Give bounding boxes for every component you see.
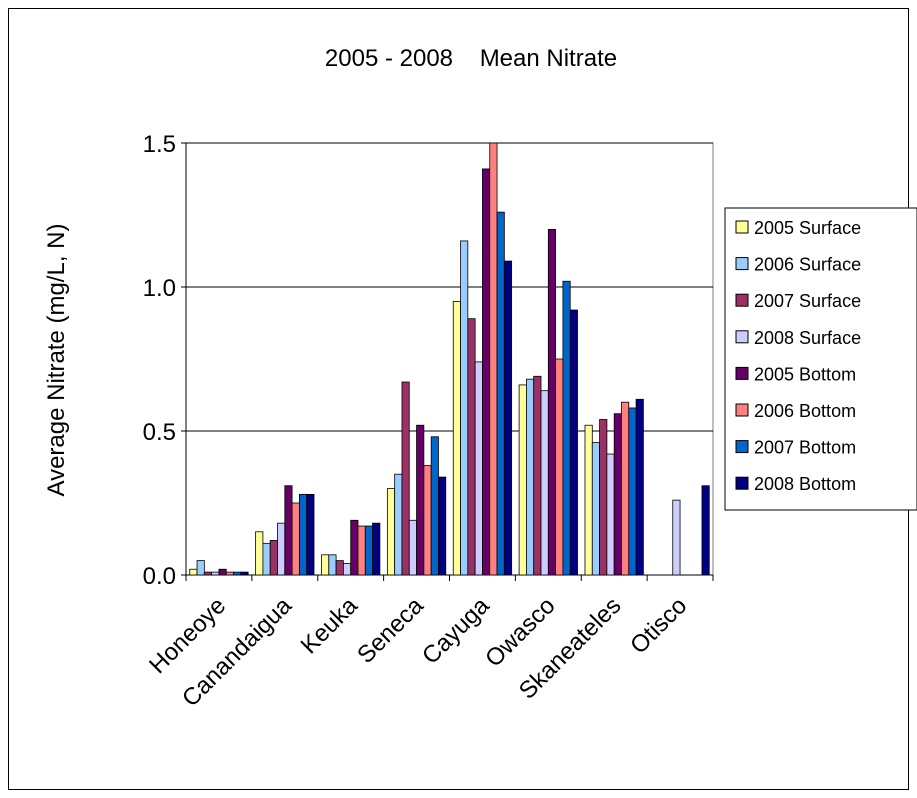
bar-seneca-2007-surface bbox=[401, 381, 410, 576]
chart-title: 2005 - 2008 Mean Nitrate bbox=[325, 45, 617, 72]
bar-otisco-2008-surface bbox=[672, 499, 681, 576]
bar-seneca-2005-surface bbox=[386, 488, 396, 576]
bar-honeoye-2007-bottom bbox=[233, 571, 242, 576]
bar-skaneateles-2005-bottom bbox=[613, 413, 622, 576]
bar-owasco-2007-bottom bbox=[562, 280, 571, 576]
bar-honeoye-2005-surface bbox=[189, 568, 198, 576]
bar-seneca-2007-bottom bbox=[430, 436, 439, 576]
bar-owasco-2008-surface bbox=[540, 390, 549, 576]
plot-area: 0.00.51.01.5HoneoyeCanandaiguaKeukaSenec… bbox=[143, 131, 714, 712]
bar-cayuga-2006-surface bbox=[460, 240, 469, 576]
bar-cayuga-2005-surface bbox=[452, 300, 461, 576]
bar-canandaigua-2005-bottom bbox=[284, 485, 293, 576]
bar-owasco-2007-surface bbox=[533, 375, 542, 576]
bar-cayuga-2006-bottom bbox=[489, 142, 498, 576]
bar-cayuga-2008-bottom bbox=[503, 260, 513, 576]
bar-skaneateles-2008-surface bbox=[606, 453, 615, 576]
bar-cayuga-2005-bottom bbox=[482, 168, 491, 576]
bar-honeoye-2007-surface bbox=[203, 571, 213, 576]
legend-swatch bbox=[735, 257, 749, 271]
bar-keuka-2006-surface bbox=[328, 554, 337, 576]
bar-owasco-2005-surface bbox=[518, 384, 527, 576]
bar-keuka-2008-surface bbox=[342, 563, 352, 576]
bar-skaneateles-2007-surface bbox=[599, 419, 608, 576]
bar-keuka-2005-surface bbox=[321, 554, 330, 576]
bar-canandaigua-2008-bottom bbox=[306, 493, 315, 576]
legend: 2005 Surface 2006 Surface 2007 Surface 2008… bbox=[724, 207, 917, 511]
bar-honeoye-2008-bottom bbox=[240, 571, 249, 576]
legend-swatch bbox=[735, 220, 749, 234]
bar-skaneateles-2007-bottom bbox=[628, 407, 637, 576]
bar-cayuga-2007-bottom bbox=[496, 211, 505, 576]
legend-swatch bbox=[735, 476, 749, 490]
y-tick-label: 0.0 bbox=[143, 563, 176, 590]
bar-canandaigua-2008-surface bbox=[277, 522, 286, 576]
bar-keuka-2008-bottom bbox=[372, 522, 381, 576]
bar-owasco-2008-bottom bbox=[569, 309, 578, 576]
bar-cayuga-2008-surface bbox=[474, 361, 483, 576]
bar-keuka-2007-surface bbox=[335, 560, 344, 576]
bar-seneca-2008-surface bbox=[408, 519, 417, 576]
bar-canandaigua-2006-surface bbox=[262, 542, 271, 576]
bar-skaneateles-2005-surface bbox=[584, 424, 593, 576]
bar-keuka-2006-bottom bbox=[357, 525, 366, 576]
bar-owasco-2006-surface bbox=[526, 378, 535, 576]
bar-honeoye-2005-bottom bbox=[218, 568, 227, 576]
legend-entry: 2008 Surface bbox=[754, 328, 861, 348]
y-tick-label: 1.5 bbox=[143, 131, 176, 158]
legend-swatch bbox=[735, 403, 749, 417]
bar-honeoye-2008-surface bbox=[211, 571, 220, 576]
legend-swatch bbox=[735, 440, 749, 454]
legend-swatch bbox=[735, 330, 749, 344]
x-tick-label: Otisco bbox=[625, 592, 692, 659]
bar-keuka-2007-bottom bbox=[364, 525, 373, 576]
bar-honeoye-2006-surface bbox=[196, 560, 205, 576]
legend-entry: 2008 Bottom bbox=[754, 474, 856, 494]
legend-entry: 2006 Bottom bbox=[754, 401, 856, 421]
bar-honeoye-2006-bottom bbox=[225, 571, 234, 576]
bar-skaneateles-2006-bottom bbox=[621, 401, 630, 576]
legend-entry: 2005 Bottom bbox=[754, 364, 856, 384]
bar-seneca-2006-surface bbox=[394, 473, 403, 576]
bar-seneca-2008-bottom bbox=[438, 476, 447, 576]
x-tick-label: Seneca bbox=[352, 592, 429, 669]
legend-entry: 2006 Surface bbox=[754, 255, 861, 275]
legend-box bbox=[724, 207, 917, 511]
bar-canandaigua-2007-surface bbox=[269, 540, 278, 576]
legend-swatch bbox=[735, 366, 749, 380]
bar-owasco-2005-bottom bbox=[547, 228, 557, 576]
y-axis-label: Average Nitrate (mg/L, N) bbox=[43, 224, 70, 497]
bar-seneca-2006-bottom bbox=[423, 465, 432, 576]
bar-cayuga-2007-surface bbox=[467, 318, 476, 576]
bar-canandaigua-2006-bottom bbox=[291, 502, 300, 576]
bar-canandaigua-2007-bottom bbox=[299, 493, 308, 576]
bar-canandaigua-2005-surface bbox=[255, 531, 264, 576]
bar-otisco-2008-bottom bbox=[701, 485, 710, 576]
bar-seneca-2005-bottom bbox=[416, 424, 425, 576]
bar-keuka-2005-bottom bbox=[350, 519, 359, 576]
legend-entry: 2007 Surface bbox=[754, 291, 861, 311]
legend-entry: 2005 Surface bbox=[754, 218, 861, 238]
bar-owasco-2006-bottom bbox=[555, 358, 564, 576]
y-tick-label: 1.0 bbox=[143, 275, 176, 302]
legend-entry: 2007 Bottom bbox=[754, 438, 856, 458]
y-tick-label: 0.5 bbox=[143, 419, 176, 446]
legend-swatch bbox=[735, 293, 749, 307]
bar-skaneateles-2006-surface bbox=[591, 442, 600, 576]
bar-skaneateles-2008-bottom bbox=[635, 398, 644, 576]
